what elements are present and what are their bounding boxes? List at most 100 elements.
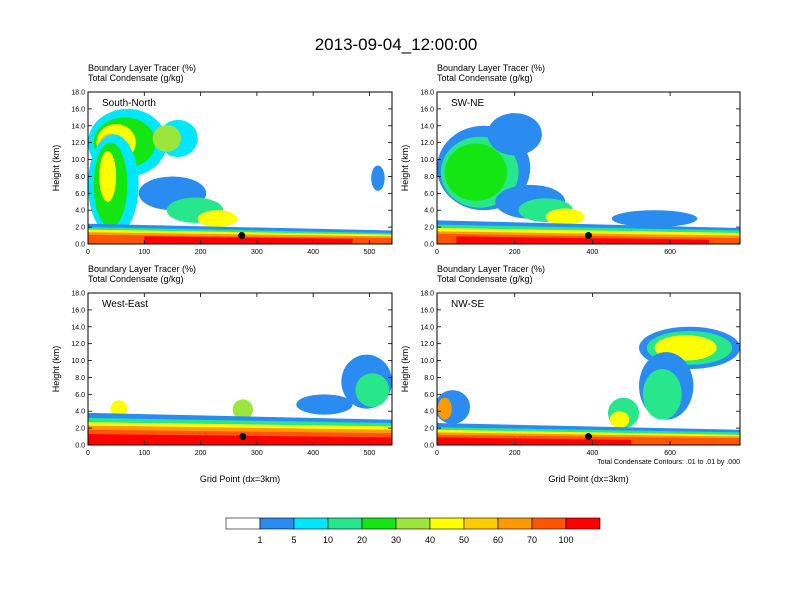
colorbar-swatch [293,517,329,530]
y-tick-label: 10.0 [71,358,85,365]
tracer-cloud [197,210,238,228]
boundary-layer-band [88,434,392,445]
y-tick-label: 8.0 [424,174,434,181]
tracer-cloud [609,411,630,429]
tracer-cloud [545,208,585,226]
colorbar-label: 100 [558,535,573,545]
field-layer [437,326,740,445]
x-tick-label: 400 [587,450,599,457]
y-tick-label: 16.0 [420,307,434,314]
y-tick-label: 8.0 [75,174,85,181]
colorbar-swatch [531,517,567,530]
tracer-cloud [611,210,698,228]
y-tick-label: 4.0 [75,208,85,215]
tracer-cloud [487,113,542,156]
subtitle-condensate: Total Condensate (g/kg) [88,274,184,284]
x-tick-label: 400 [307,450,319,457]
y-tick-label: 10.0 [420,157,434,164]
panel-label: NW-SE [451,299,484,310]
y-tick-label: 18.0 [71,90,85,97]
colorbar-swatch [361,517,397,530]
x-tick-label: 200 [195,450,207,457]
subtitle-tracer: Boundary Layer Tracer (%) [88,63,196,73]
subtitle-condensate: Total Condensate (g/kg) [437,274,533,284]
subtitle-tracer: Boundary Layer Tracer (%) [88,264,196,274]
x-tick-label: 100 [138,249,150,256]
location-marker [585,433,592,441]
y-tick-label: 4.0 [424,208,434,215]
tracer-cloud [152,124,181,152]
y-tick-label: 14.0 [420,123,434,130]
location-marker [239,433,247,441]
panel-nw-se: 0.0 2.0 4.0 6.0 8.0 10.0 12.0 14.0 16.0 18.0 0 200 4… [400,264,741,484]
y-axis-label: Height (km) [400,145,410,192]
y-tick-label: 14.0 [420,324,434,331]
y-tick-label: 8.0 [424,375,434,382]
x-tick-label: 500 [364,249,376,256]
subtitle-tracer: Boundary Layer Tracer (%) [437,264,545,274]
boundary-layer-band [456,236,709,244]
y-tick-label: 14.0 [71,324,85,331]
tracer-cloud [110,400,128,418]
colorbar-swatch [327,517,363,530]
y-tick-label: 4.0 [424,409,434,416]
y-tick-label: 12.0 [420,341,434,348]
y-axis-label: Height (km) [51,145,61,192]
colorbar-swatch [429,517,465,530]
colorbar-label: 10 [323,535,333,545]
colorbar: 1 5 10 20 30 40 50 60 70 100 [225,517,601,545]
y-tick-label: 16.0 [420,106,434,113]
y-tick-label: 12.0 [71,341,85,348]
x-axis-label: Grid Point (dx=3km) [200,474,280,484]
colorbar-swatch [225,517,261,530]
colorbar-swatch [497,517,533,530]
x-tick-label: 200 [195,249,207,256]
x-tick-label: 0 [86,249,90,256]
y-tick-label: 6.0 [75,191,85,198]
colorbar-label: 70 [527,535,537,545]
y-tick-label: 0.0 [424,443,434,450]
colorbar-label: 1 [257,535,262,545]
figure-title: 2013-09-04_12:00:00 [315,35,478,54]
y-tick-label: 10.0 [71,157,85,164]
x-tick-label: 600 [664,249,676,256]
y-tick-label: 18.0 [420,291,434,298]
boundary-layer-band [144,236,353,244]
colorbar-label: 40 [425,535,435,545]
tracer-cloud [642,369,682,420]
y-tick-label: 2.0 [424,426,434,433]
y-tick-label: 4.0 [75,409,85,416]
tracer-cloud [232,399,253,420]
y-tick-label: 8.0 [75,375,85,382]
colorbar-label: 5 [291,535,296,545]
field-layer [437,113,740,244]
y-tick-label: 2.0 [424,225,434,232]
location-marker [585,232,592,240]
y-tick-label: 14.0 [71,123,85,130]
tracer-cloud [355,373,390,407]
colorbar-label: 60 [493,535,503,545]
y-tick-label: 16.0 [71,307,85,314]
y-tick-label: 12.0 [71,140,85,147]
y-tick-label: 18.0 [420,90,434,97]
y-axis-label: Height (km) [400,346,410,393]
tracer-cloud [371,165,385,191]
subtitle-condensate: Total Condensate (g/kg) [437,73,533,83]
y-tick-label: 0.0 [75,443,85,450]
x-tick-label: 200 [509,450,521,457]
y-tick-label: 0.0 [424,242,434,249]
x-tick-label: 200 [509,249,521,256]
y-axis-label: Height (km) [51,346,61,393]
x-tick-label: 300 [251,450,263,457]
contour-note: Total Condensate Contours: .01 to .01 by… [597,459,740,466]
x-tick-label: 500 [364,450,376,457]
tracer-cloud [99,151,117,202]
plot-frame [436,292,741,446]
y-tick-label: 12.0 [420,140,434,147]
y-tick-label: 6.0 [424,191,434,198]
y-tick-label: 6.0 [75,392,85,399]
x-tick-label: 600 [664,450,676,457]
colorbar-label: 20 [357,535,367,545]
y-tick-label: 0.0 [75,242,85,249]
colorbar-label: 50 [459,535,469,545]
